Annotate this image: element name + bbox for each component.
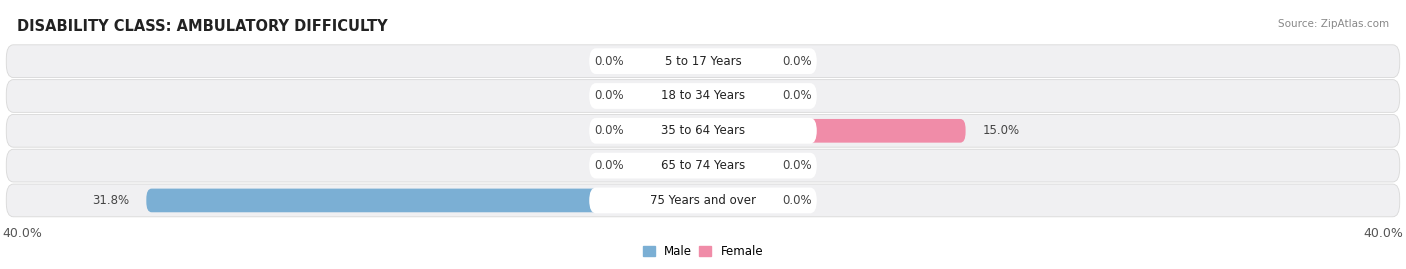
FancyBboxPatch shape [6,149,1400,182]
Text: 40.0%: 40.0% [3,226,42,240]
FancyBboxPatch shape [641,119,703,143]
FancyBboxPatch shape [703,119,966,143]
Text: Source: ZipAtlas.com: Source: ZipAtlas.com [1278,19,1389,29]
FancyBboxPatch shape [589,187,817,213]
Text: 0.0%: 0.0% [782,55,811,68]
Text: 35 to 64 Years: 35 to 64 Years [661,124,745,137]
Text: 0.0%: 0.0% [595,55,624,68]
Text: 0.0%: 0.0% [782,194,811,207]
FancyBboxPatch shape [6,114,1400,147]
Text: 40.0%: 40.0% [1364,226,1403,240]
Text: 5 to 17 Years: 5 to 17 Years [665,55,741,68]
FancyBboxPatch shape [6,184,1400,217]
FancyBboxPatch shape [703,49,765,73]
Text: DISABILITY CLASS: AMBULATORY DIFFICULTY: DISABILITY CLASS: AMBULATORY DIFFICULTY [17,19,388,34]
FancyBboxPatch shape [589,48,817,74]
FancyBboxPatch shape [146,189,703,212]
FancyBboxPatch shape [589,118,817,144]
Text: 31.8%: 31.8% [91,194,129,207]
FancyBboxPatch shape [703,189,765,212]
FancyBboxPatch shape [589,153,817,179]
Text: 65 to 74 Years: 65 to 74 Years [661,159,745,172]
FancyBboxPatch shape [703,84,765,108]
FancyBboxPatch shape [589,83,817,109]
Text: 15.0%: 15.0% [983,124,1021,137]
FancyBboxPatch shape [6,45,1400,77]
Text: 0.0%: 0.0% [595,124,624,137]
Text: 75 Years and over: 75 Years and over [650,194,756,207]
Text: 0.0%: 0.0% [595,159,624,172]
Text: 0.0%: 0.0% [782,159,811,172]
FancyBboxPatch shape [703,154,765,178]
Legend: Male, Female: Male, Female [638,240,768,263]
FancyBboxPatch shape [641,49,703,73]
Text: 0.0%: 0.0% [782,90,811,102]
FancyBboxPatch shape [641,84,703,108]
FancyBboxPatch shape [6,80,1400,112]
Text: 18 to 34 Years: 18 to 34 Years [661,90,745,102]
FancyBboxPatch shape [641,154,703,178]
Text: 0.0%: 0.0% [595,90,624,102]
